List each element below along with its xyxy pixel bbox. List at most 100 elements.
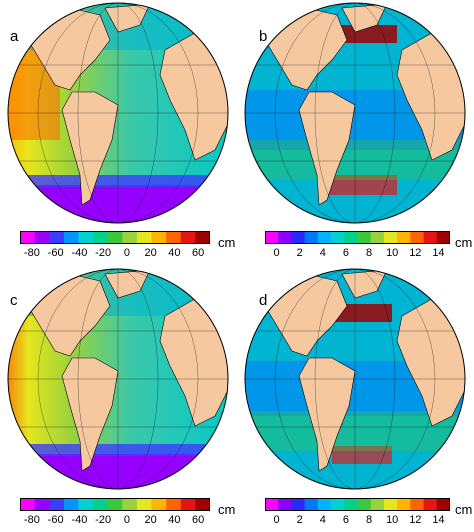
colorbar-tick-label: 60 xyxy=(192,247,205,259)
colorbar-swatch xyxy=(291,498,306,511)
globe-map-d xyxy=(244,268,466,490)
colorbar-tick-label: 14 xyxy=(432,247,445,259)
globe-map-c xyxy=(7,268,229,490)
colorbar-swatch xyxy=(151,231,167,244)
colorbar-swatch xyxy=(423,231,438,244)
colorbar-tick-label: 6 xyxy=(342,514,349,526)
colorbar-tick-label: 40 xyxy=(168,514,181,526)
colorbar-tick-label: 0 xyxy=(123,247,130,259)
colorbar-a xyxy=(20,231,210,244)
colorbar-d xyxy=(265,498,450,511)
colorbar-tick-label: -60 xyxy=(47,514,64,526)
colorbar-ticks-a: -80 -60 -40 -20 0 20 40 60 xyxy=(20,247,210,261)
panel-label-d: d xyxy=(259,292,268,309)
colorbar-tick-label: -20 xyxy=(95,514,112,526)
colorbar-swatch xyxy=(344,498,358,511)
colorbar-tick-label: 14 xyxy=(432,514,445,526)
colorbar-frame xyxy=(20,231,210,244)
colorbar-swatch xyxy=(63,231,79,244)
colorbar-tick-label: 4 xyxy=(319,514,326,526)
colorbar-swatch xyxy=(93,498,109,511)
colorbar-ticks-b: 0 2 4 6 8 10 12 14 xyxy=(265,247,450,261)
colorbar-swatch xyxy=(317,498,332,511)
colorbar-tick-label: 8 xyxy=(366,247,373,259)
colorbar-swatch xyxy=(357,231,372,244)
colorbar-tick-label: 20 xyxy=(144,514,157,526)
colorbar-swatch xyxy=(122,498,138,511)
colorbar-swatch xyxy=(278,498,292,511)
colorbar-swatch xyxy=(397,231,411,244)
colorbar-tick-label: -20 xyxy=(95,247,112,259)
colorbar-swatch xyxy=(370,498,385,511)
colorbar-swatch xyxy=(317,231,332,244)
unit-label-a: cm xyxy=(218,235,236,250)
colorbar-swatch xyxy=(151,498,167,511)
colorbar-swatch xyxy=(166,231,182,244)
colorbar-swatch xyxy=(304,231,319,244)
colorbar-swatch xyxy=(107,231,123,244)
colorbar-swatch xyxy=(107,498,123,511)
colorbar-tick-label: 6 xyxy=(342,247,349,259)
colorbar-swatch xyxy=(49,498,65,511)
panel-c: c -80 -60 -40 -20 0 20 40 60 cm xyxy=(0,266,237,532)
colorbar-swatch xyxy=(291,231,306,244)
colorbar-swatch xyxy=(34,498,50,511)
colorbar-swatch xyxy=(331,231,345,244)
panel-label-a: a xyxy=(10,28,19,45)
colorbar-c xyxy=(20,498,210,511)
colorbar-frame xyxy=(265,498,450,511)
colorbar-ticks-d: 0 2 4 6 8 10 12 14 xyxy=(265,514,450,528)
colorbar-b xyxy=(265,231,450,244)
colorbar-tick-label: 0 xyxy=(123,514,130,526)
colorbar-swatch xyxy=(166,498,182,511)
unit-label-d: cm xyxy=(455,502,473,517)
colorbar-frame xyxy=(20,498,210,511)
panel-label-c: c xyxy=(10,292,18,309)
colorbar-tick-label: 20 xyxy=(144,247,157,259)
colorbar-swatch xyxy=(436,498,450,511)
colorbar-tick-label: 12 xyxy=(409,247,422,259)
colorbar-swatch xyxy=(397,498,411,511)
panel-a: a -80 -60 -40 -20 0 20 40 60 cm xyxy=(0,0,237,266)
colorbar-tick-label: 0 xyxy=(273,247,280,259)
colorbar-tick-label: -40 xyxy=(71,514,88,526)
globe-map-a xyxy=(7,2,229,224)
colorbar-swatch xyxy=(195,231,210,244)
colorbar-swatch xyxy=(136,498,153,511)
colorbar-swatch xyxy=(410,231,425,244)
colorbar-swatch xyxy=(136,231,153,244)
colorbar-swatch xyxy=(93,231,109,244)
colorbar-tick-label: 60 xyxy=(192,514,205,526)
colorbar-swatch xyxy=(423,498,438,511)
colorbar-frame xyxy=(265,231,450,244)
colorbar-swatch xyxy=(304,498,319,511)
colorbar-swatch xyxy=(344,231,358,244)
colorbar-swatch xyxy=(78,498,94,511)
colorbar-swatch xyxy=(34,231,50,244)
colorbar-tick-label: -60 xyxy=(47,247,64,259)
unit-label-c: cm xyxy=(218,502,236,517)
colorbar-swatch xyxy=(265,231,279,244)
colorbar-tick-label: 10 xyxy=(386,247,399,259)
colorbar-tick-label: -40 xyxy=(71,247,88,259)
colorbar-ticks-c: -80 -60 -40 -20 0 20 40 60 xyxy=(20,514,210,528)
colorbar-swatch xyxy=(49,231,65,244)
colorbar-swatch xyxy=(180,231,196,244)
colorbar-swatch xyxy=(410,498,425,511)
unit-label-b: cm xyxy=(455,235,473,250)
panel-d: d 0 2 4 6 8 10 12 14 cm xyxy=(237,266,474,532)
colorbar-tick-label: 8 xyxy=(366,514,373,526)
colorbar-tick-label: 4 xyxy=(319,247,326,259)
panel-b: b 0 2 4 6 8 10 12 14 cm xyxy=(237,0,474,266)
colorbar-swatch xyxy=(195,498,210,511)
colorbar-tick-label: 2 xyxy=(296,514,303,526)
colorbar-swatch xyxy=(78,231,94,244)
colorbar-swatch xyxy=(383,231,398,244)
colorbar-swatch xyxy=(122,231,138,244)
panel-label-b: b xyxy=(259,28,268,45)
colorbar-swatch xyxy=(265,498,279,511)
colorbar-swatch xyxy=(63,498,79,511)
colorbar-tick-label: -80 xyxy=(23,247,40,259)
colorbar-swatch xyxy=(370,231,385,244)
globe-map-b xyxy=(244,2,466,224)
